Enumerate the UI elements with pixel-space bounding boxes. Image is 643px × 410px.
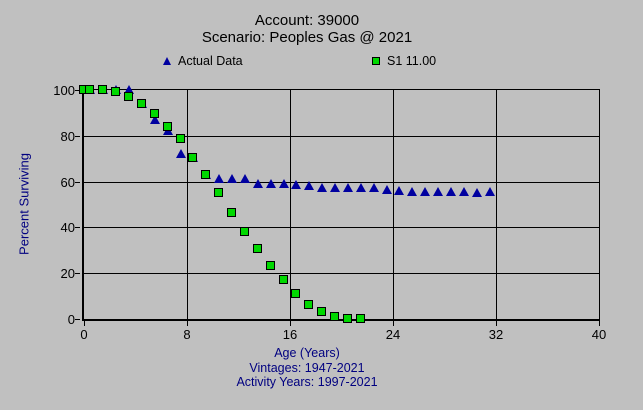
data-point-triangle (291, 180, 302, 190)
data-point-square (330, 311, 340, 321)
x-tick-label: 24 (385, 327, 401, 342)
x-axis-tick (290, 321, 291, 326)
data-point-triangle (394, 185, 405, 195)
data-point-square (98, 85, 108, 94)
data-point-square (201, 169, 211, 179)
x-tick-label: 8 (183, 327, 191, 342)
data-point-triangle (252, 178, 263, 188)
data-point-triangle (278, 178, 289, 188)
x-axis-tick (187, 321, 188, 326)
gridline-x (496, 90, 497, 319)
data-point-triangle (239, 174, 250, 184)
gridline-y (84, 273, 599, 275)
gridline-x (187, 90, 188, 319)
y-axis-tick (75, 319, 80, 320)
data-point-triangle (355, 183, 366, 193)
data-point-triangle (214, 174, 225, 184)
legend-triangle-icon (163, 57, 171, 65)
gridline-x (393, 90, 394, 319)
data-point-triangle (381, 184, 392, 194)
data-point-triangle (342, 183, 353, 193)
data-point-triangle (265, 178, 276, 188)
legend-item-actual-data: Actual Data (163, 54, 243, 68)
data-point-triangle (149, 114, 160, 124)
data-point-square (136, 98, 146, 108)
y-axis-tick (75, 273, 80, 275)
x-tick-label: 16 (282, 327, 298, 342)
x-axis-tick (496, 321, 497, 326)
gridline-y (84, 227, 599, 229)
legend-item-s1-curve: S1 11.00 (372, 54, 436, 68)
chart-subtitle: Scenario: Peoples Gas @ 2021 (201, 29, 413, 46)
y-axis-tick (75, 181, 80, 183)
data-point-triangle (368, 183, 379, 193)
legend-square-icon (372, 57, 380, 65)
data-point-square (149, 109, 159, 119)
data-point-square (162, 121, 172, 131)
data-point-triangle (330, 183, 341, 193)
chart-titles: Account: 39000 Scenario: Peoples Gas @ 2… (0, 12, 614, 46)
data-point-triangle (407, 186, 418, 196)
legend-label-actual-data: Actual Data (178, 54, 243, 68)
data-point-square (278, 275, 288, 285)
data-point-square (304, 300, 314, 310)
data-point-square (239, 226, 249, 236)
data-point-square (227, 207, 237, 217)
y-tick-label: 0 (67, 312, 75, 327)
data-point-square (214, 188, 224, 198)
vintages-caption: Vintages: 1947-2021 (249, 360, 365, 375)
data-point-triangle (420, 186, 431, 196)
data-point-square (342, 314, 352, 323)
data-point-triangle (124, 85, 135, 94)
gridline-y (84, 135, 599, 137)
data-point-triangle (471, 188, 482, 198)
data-point-square (265, 261, 275, 271)
data-point-square (291, 288, 301, 298)
data-point-triangle (304, 181, 315, 191)
plot-area: 0 8 16 24 32 40 0 20 40 60 80 100 (53, 83, 606, 342)
x-tick-label: 0 (80, 327, 88, 342)
data-point-square (252, 244, 262, 254)
y-tick-label: 40 (60, 220, 75, 236)
data-point-triangle (227, 174, 238, 184)
x-tick-label: 40 (591, 327, 607, 342)
y-axis-tick (75, 227, 80, 229)
x-axis-tick (599, 321, 600, 326)
y-axis-title: Percent Surviving (16, 153, 32, 255)
activity-years-caption: Activity Years: 1997-2021 (236, 375, 378, 390)
y-tick-label: 100 (53, 83, 75, 98)
x-axis-tick (393, 321, 394, 326)
data-point-triangle (175, 149, 186, 159)
data-point-square (175, 134, 185, 144)
data-point-square (124, 91, 134, 101)
x-tick-label: 32 (488, 327, 504, 342)
y-axis-tick (75, 90, 80, 91)
data-point-triangle (162, 126, 173, 136)
gridline-x (290, 90, 291, 319)
y-tick-label: 20 (60, 266, 75, 282)
y-tick-label: 80 (60, 128, 75, 144)
x-axis-title: Age (Years) (274, 346, 340, 360)
data-point-triangle (445, 186, 456, 196)
legend-label-s1-curve: S1 11.00 (387, 54, 437, 68)
data-point-triangle (433, 186, 444, 196)
data-point-triangle (317, 183, 328, 193)
data-point-square (317, 307, 327, 317)
data-point-square (111, 87, 121, 97)
data-point-square (188, 152, 198, 162)
data-point-triangle (458, 186, 469, 196)
x-axis-captions: Age (Years) Vintages: 1947-2021 Activity… (0, 346, 614, 390)
data-point-square (85, 85, 95, 94)
y-tick-label: 60 (60, 174, 75, 190)
gridline-y (84, 181, 599, 183)
data-point-triangle (484, 186, 495, 196)
data-point-square (355, 314, 365, 323)
x-axis-tick (84, 321, 85, 326)
y-axis-tick (75, 135, 80, 137)
chart-title: Account: 39000 (254, 12, 360, 29)
